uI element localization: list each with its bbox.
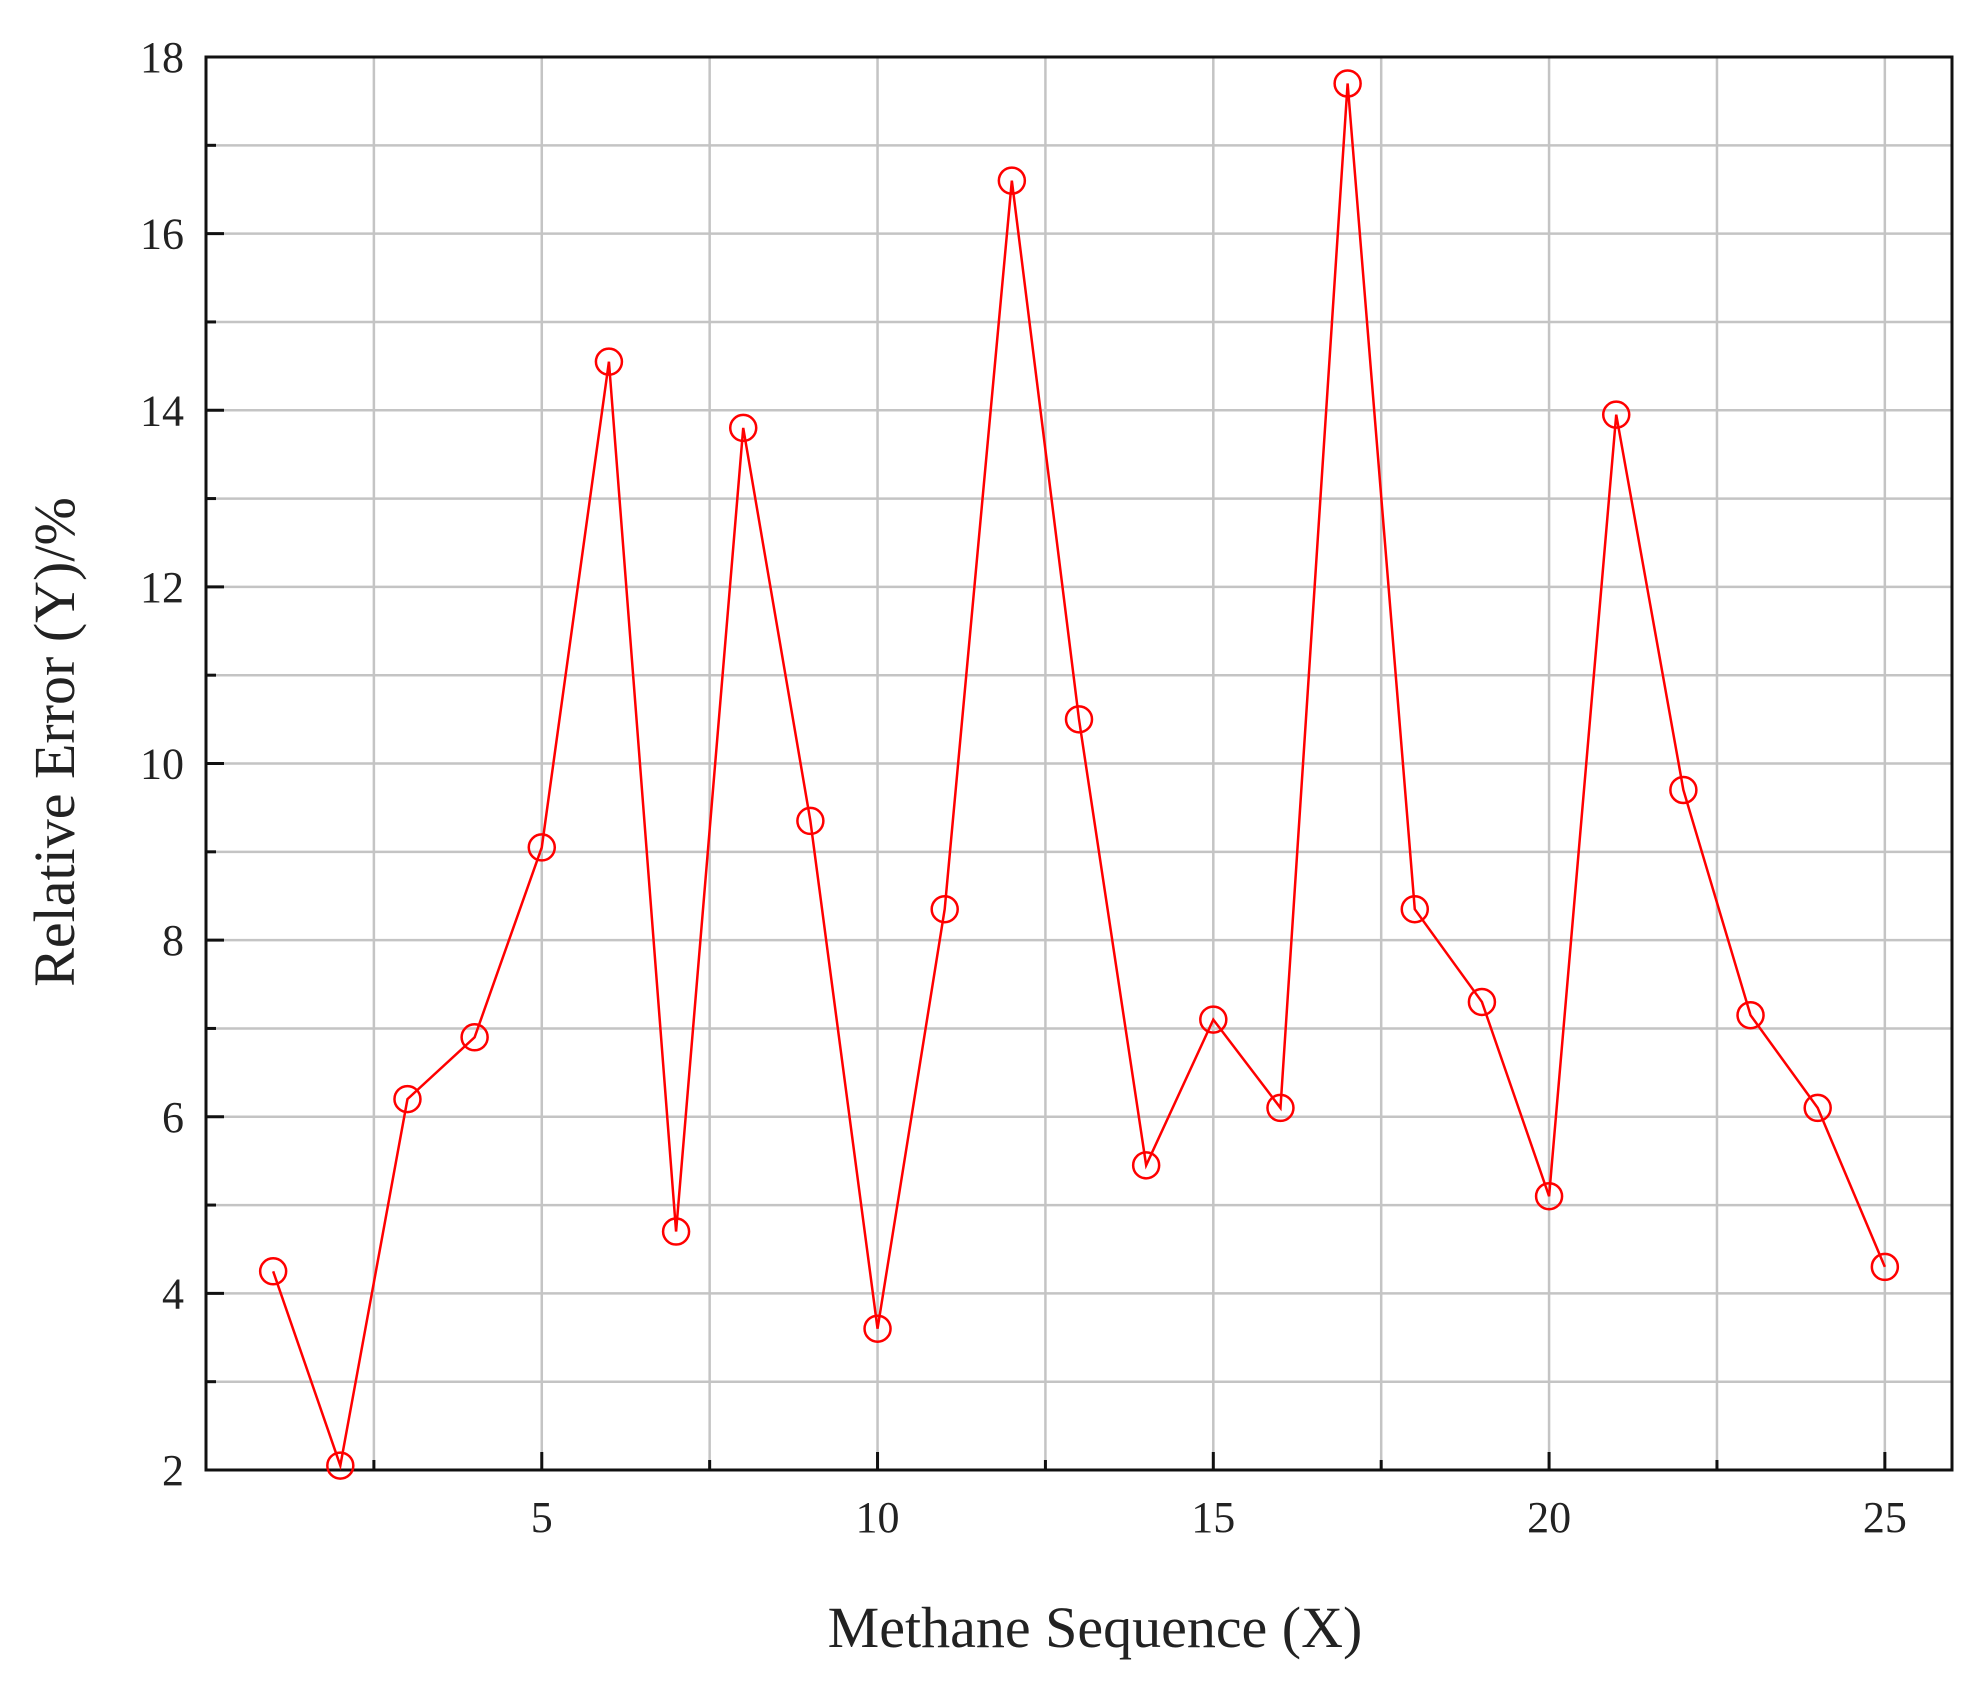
- data-point-marker: [1333, 69, 1362, 98]
- data-point-marker: [1467, 987, 1497, 1017]
- data-point-marker: [1131, 1151, 1161, 1180]
- data-point-marker: [326, 1451, 355, 1480]
- series-layer: [258, 69, 1900, 1480]
- data-point-marker: [1534, 1181, 1564, 1211]
- data-point-marker: [997, 166, 1027, 195]
- data-point-marker: [460, 1023, 489, 1052]
- data-point-marker: [527, 833, 557, 862]
- y-tick-label: 8: [162, 916, 184, 965]
- x-axis-label: Methane Sequence (X): [828, 1595, 1363, 1660]
- y-axis-label: Relative Error (Y)/%: [22, 497, 87, 987]
- axis-layer: 5 10 15 20 25 2 4 6 8 10 12 14 16 18: [140, 33, 1954, 1542]
- x-tick-label: 25: [1863, 1493, 1907, 1542]
- y-tick-label: 6: [162, 1093, 184, 1142]
- data-point-marker: [661, 1217, 691, 1246]
- x-tick-label: 20: [1527, 1493, 1571, 1542]
- data-point-marker: [796, 806, 825, 836]
- data-point-marker: [1266, 1093, 1295, 1123]
- x-tick-label: 10: [856, 1493, 900, 1542]
- data-point-marker: [863, 1314, 892, 1343]
- y-tick-label: 10: [140, 740, 184, 789]
- x-tick-label: 15: [1191, 1493, 1235, 1542]
- data-point-marker: [728, 413, 758, 443]
- data-point-marker: [930, 894, 959, 924]
- data-point-marker: [1870, 1252, 1900, 1282]
- data-point-marker: [1199, 1005, 1228, 1034]
- y-tick-label: 12: [140, 563, 184, 612]
- data-point-marker: [1601, 400, 1631, 429]
- data-point-marker: [594, 347, 624, 376]
- y-tick-label: 14: [140, 386, 184, 435]
- data-point-marker: [1803, 1093, 1832, 1123]
- y-tick-label: 2: [162, 1446, 184, 1495]
- data-point-marker: [393, 1084, 422, 1114]
- grid-layer: [206, 57, 1952, 1470]
- data-point-marker: [1736, 1000, 1765, 1030]
- x-tick-label: 5: [531, 1493, 553, 1542]
- data-point-marker: [1064, 705, 1094, 734]
- series-line: [271, 83, 1886, 1471]
- y-tick-label: 16: [140, 210, 184, 259]
- data-point-marker: [1400, 894, 1430, 924]
- data-point-marker: [1669, 775, 1698, 805]
- data-point-marker: [258, 1257, 288, 1286]
- y-tick-label: 4: [162, 1269, 184, 1318]
- y-tick-label: 18: [140, 33, 184, 82]
